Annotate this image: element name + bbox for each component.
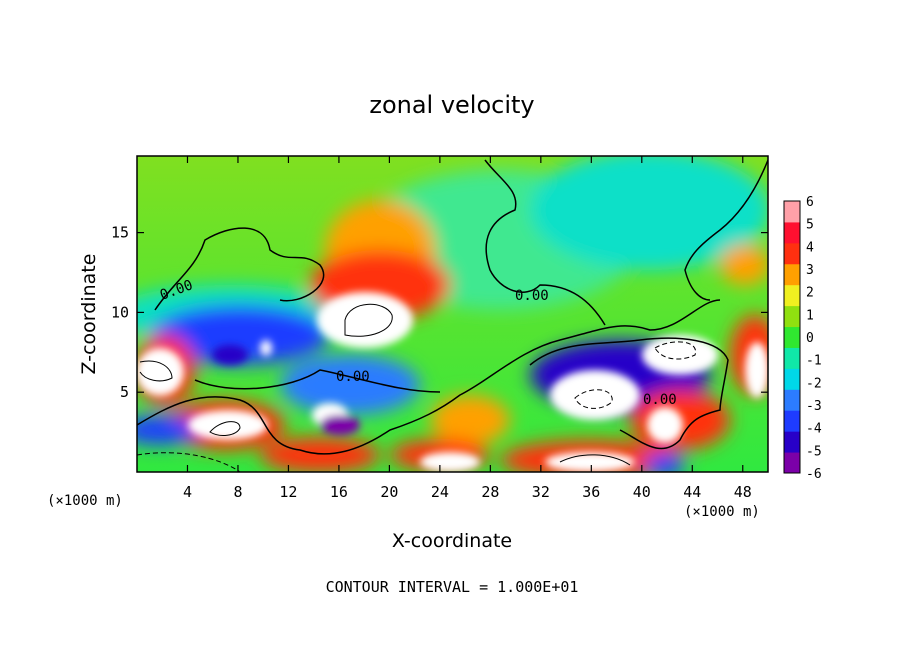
colorbar-tick-label: 1 [806, 308, 814, 323]
contour-line [154, 227, 325, 311]
x-tick-label: 36 [582, 483, 600, 501]
colorbar-segment [784, 284, 800, 307]
colorbar-segment [784, 431, 800, 453]
contour-line [137, 299, 721, 455]
colorbar-tick-label: -3 [806, 399, 822, 414]
y-axis-label: Z-coordinate [78, 254, 100, 375]
x-axis: 4 8 12 16 20 24 28 32 36 40 44 48 [183, 156, 752, 501]
colorbar-tick-label: 3 [806, 263, 814, 278]
contour-line [529, 337, 729, 450]
y-axis: 5 10 15 [111, 224, 768, 401]
contour-line [684, 159, 768, 301]
colorbar-segment [784, 305, 800, 328]
y-tick-label: 15 [111, 224, 129, 242]
colorbar-segment [784, 452, 800, 474]
colorbar-tick-label: 2 [806, 286, 814, 301]
colorbar-segment [784, 221, 800, 244]
x-tick-label: 12 [279, 483, 297, 501]
x-tick-label: 8 [233, 483, 242, 501]
plot-frame [136, 155, 769, 473]
colorbar-tick-label: -4 [806, 422, 822, 437]
colorbar-tick-label: -2 [806, 376, 822, 391]
contour-line [194, 369, 441, 393]
x-tick-label: 44 [683, 483, 701, 501]
colorbar-tick-label: -1 [806, 354, 822, 369]
colorbar-segment [784, 410, 800, 432]
contour-line [559, 454, 631, 466]
colorbar-segment [784, 347, 800, 369]
heatmap-field: 0.00 0.00 0.00 0.00 [137, 156, 768, 472]
contour-line [139, 360, 173, 382]
colorbar-segment [784, 389, 800, 411]
contour-line [574, 389, 613, 409]
y-tick-label: 10 [111, 303, 129, 321]
colorbar: 6 5 4 3 2 1 0 -1 -2 -3 -4 -5 -6 [783, 195, 822, 482]
colorbar-tick-label: -6 [806, 467, 822, 482]
x-tick-label: 40 [633, 483, 651, 501]
x-unit-left: (×1000 m) [47, 493, 123, 509]
x-tick-label: 48 [734, 483, 752, 501]
colorbar-tick-label: -5 [806, 444, 822, 459]
contour-label: 0.00 [643, 392, 677, 408]
x-tick-label: 16 [330, 483, 348, 501]
contour-line [209, 421, 241, 436]
colorbar-tick-label: 5 [806, 218, 814, 233]
contour-label: 0.00 [515, 288, 549, 304]
colorbar-segment [784, 263, 800, 286]
y-tick-label: 5 [120, 383, 129, 401]
colorbar-tick-label: 0 [806, 331, 814, 346]
colorbar-segment [784, 201, 800, 223]
colorbar-tick-label: 6 [806, 195, 814, 210]
colorbar-segment [784, 326, 800, 348]
contour-label: 0.00 [336, 369, 370, 385]
chart-title: zonal velocity [369, 91, 534, 119]
contour-interval-note: CONTOUR INTERVAL = 1.000E+01 [326, 578, 579, 596]
colorbar-segment [784, 368, 800, 390]
x-tick-label: 20 [380, 483, 398, 501]
x-axis-label: X-coordinate [392, 530, 512, 552]
x-tick-label: 28 [481, 483, 499, 501]
colorbar-frame [783, 200, 801, 474]
x-tick-label: 32 [532, 483, 550, 501]
x-unit-right: (×1000 m) [684, 504, 760, 520]
contour-line [344, 303, 393, 337]
contour-line [137, 452, 241, 472]
colorbar-tick-label: 4 [806, 240, 814, 255]
x-tick-label: 24 [431, 483, 449, 501]
x-tick-label: 4 [183, 483, 192, 501]
colorbar-segment [784, 242, 800, 265]
contour-line [654, 341, 696, 360]
contour-line [484, 159, 606, 326]
